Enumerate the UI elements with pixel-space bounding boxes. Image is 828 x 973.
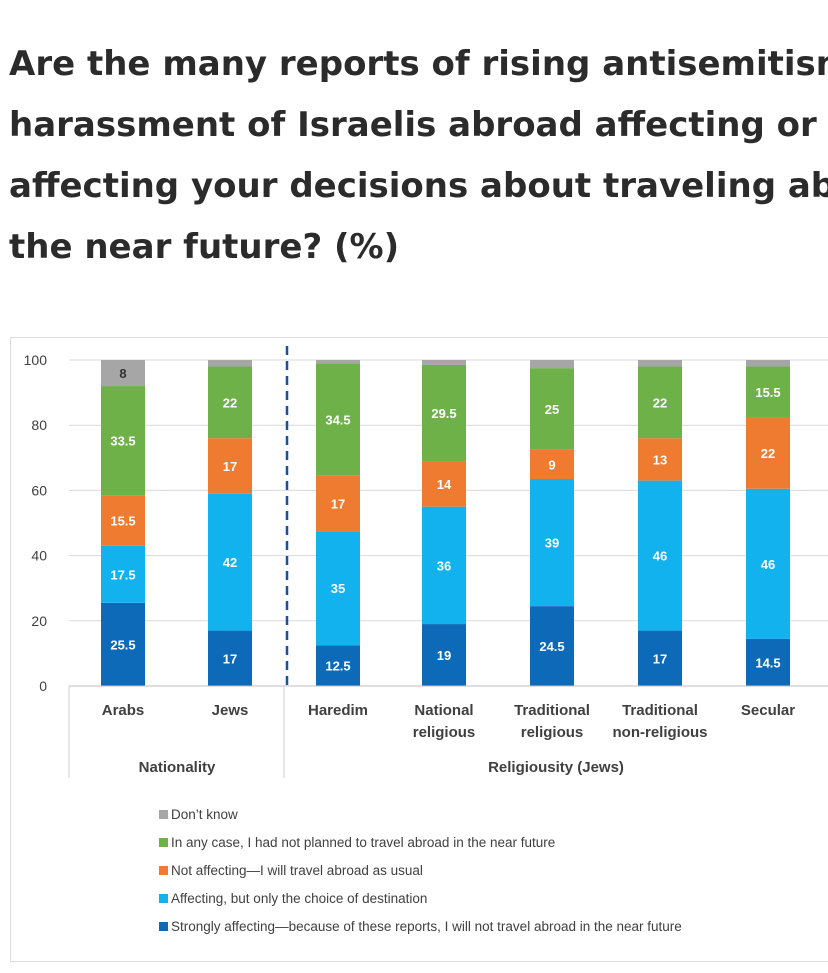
- data-label: 46: [653, 549, 667, 564]
- bar-segment: [530, 478, 574, 607]
- legend-label: Affecting, but only the choice of destin…: [171, 891, 427, 906]
- data-label: 17: [223, 459, 237, 474]
- bar-segment: [101, 602, 145, 686]
- category-label: Arabs: [102, 702, 145, 719]
- y-tick-label: 80: [31, 417, 47, 433]
- data-label: 17: [653, 651, 667, 666]
- category-label: religious: [521, 724, 584, 741]
- data-label: 24.5: [539, 639, 564, 654]
- data-label: 22: [223, 395, 237, 410]
- bar-segment: [746, 638, 790, 686]
- data-label: 14: [437, 477, 452, 492]
- data-label: 42: [223, 555, 237, 570]
- legend-swatch: [159, 838, 168, 847]
- data-label: 33.5: [110, 434, 135, 449]
- title-line: the near future? (%): [9, 227, 400, 267]
- bar-segment: [638, 630, 682, 686]
- data-label: 39: [545, 536, 559, 551]
- bar-segment: [530, 449, 574, 479]
- legend-label: Don’t know: [171, 807, 238, 822]
- title-line: harassment of Israelis abroad affecting …: [9, 105, 828, 145]
- data-label: 9: [548, 457, 555, 472]
- y-tick-label: 20: [31, 613, 47, 629]
- data-label: 17.5: [110, 567, 135, 582]
- chart-title: Are the many reports of rising antisemit…: [9, 34, 828, 278]
- data-label: 14.5: [755, 655, 780, 670]
- data-label: 35: [331, 581, 345, 596]
- data-label: 8: [119, 366, 126, 381]
- bar-segment: [101, 360, 145, 387]
- category-label: Jews: [212, 702, 249, 719]
- bar-segment: [316, 475, 360, 532]
- group-label: Religiousity (Jews): [488, 759, 624, 776]
- data-label: 29.5: [431, 406, 456, 421]
- legend-swatch: [159, 922, 168, 931]
- y-tick-label: 100: [24, 352, 48, 368]
- y-tick-label: 0: [39, 678, 47, 694]
- group-label: Nationality: [139, 759, 216, 776]
- legend-swatch: [159, 866, 168, 875]
- bar-segment: [638, 438, 682, 481]
- data-label: 25: [545, 402, 559, 417]
- bar-segment: [422, 360, 466, 365]
- legend-label: Strongly affecting—because of these repo…: [171, 919, 682, 934]
- data-label: 12.5: [325, 659, 350, 674]
- category-label: National: [414, 702, 473, 719]
- bar-segment: [530, 360, 574, 369]
- bar-segment: [101, 545, 145, 603]
- title-line: Are the many reports of rising antisemit…: [9, 44, 828, 84]
- data-label: 46: [761, 557, 775, 572]
- data-label: 34.5: [325, 412, 350, 427]
- bar-segment: [208, 493, 252, 631]
- category-label: Traditional: [514, 702, 590, 719]
- category-label: Haredim: [308, 702, 368, 719]
- bar-segment: [208, 630, 252, 686]
- data-label: 17: [331, 496, 345, 511]
- chart-card: 0 20 40 60 80 100 25.5 17.5 15.5 33.5 8 17 42 17 22 12.…: [10, 337, 828, 962]
- bar-segment: [101, 495, 145, 546]
- data-label: 22: [653, 395, 667, 410]
- bar-segment: [746, 488, 790, 639]
- category-label: Secular: [741, 702, 795, 719]
- bar-segment: [316, 645, 360, 686]
- bar-segment: [208, 366, 252, 439]
- y-tick-label: 40: [31, 548, 47, 564]
- data-label: 15.5: [755, 385, 780, 400]
- bar-segment: [208, 360, 252, 367]
- bar-segment: [422, 364, 466, 462]
- bar-segment: [530, 606, 574, 686]
- bar-segment: [316, 360, 360, 364]
- y-tick-label: 60: [31, 482, 47, 498]
- title-line: affecting your decisions about traveling…: [9, 166, 828, 206]
- bar-segment: [422, 461, 466, 507]
- bar-segment: [638, 360, 682, 367]
- bar-segment: [316, 363, 360, 476]
- stacked-bar-chart: 0 20 40 60 80 100 25.5 17.5 15.5 33.5 8 17 42 17 22 12.…: [24, 346, 828, 934]
- legend-swatch: [159, 810, 168, 819]
- data-label: 36: [437, 558, 451, 573]
- bar-segment: [638, 480, 682, 631]
- bar-segment: [638, 366, 682, 439]
- bar-segment: [208, 438, 252, 494]
- bar-segment: [530, 368, 574, 450]
- bar-segment: [422, 506, 466, 625]
- data-label: 19: [437, 648, 451, 663]
- bar-segment: [422, 624, 466, 686]
- legend-label: Not affecting—I will travel abroad as us…: [171, 863, 423, 878]
- data-label: 22: [761, 446, 775, 461]
- bar-segment: [746, 360, 790, 367]
- category-label: Traditional: [622, 702, 698, 719]
- data-label: 15.5: [110, 514, 135, 529]
- bar-segment: [746, 417, 790, 489]
- data-label: 13: [653, 452, 667, 467]
- bar-segment: [746, 366, 790, 418]
- legend-swatch: [159, 894, 168, 903]
- data-label: 17: [223, 651, 237, 666]
- category-label: non-religious: [613, 724, 708, 741]
- bar-segment: [316, 531, 360, 646]
- data-label: 25.5: [110, 637, 135, 652]
- legend-label: In any case, I had not planned to travel…: [171, 835, 555, 850]
- category-label: religious: [413, 724, 476, 741]
- bar-segment: [101, 386, 145, 496]
